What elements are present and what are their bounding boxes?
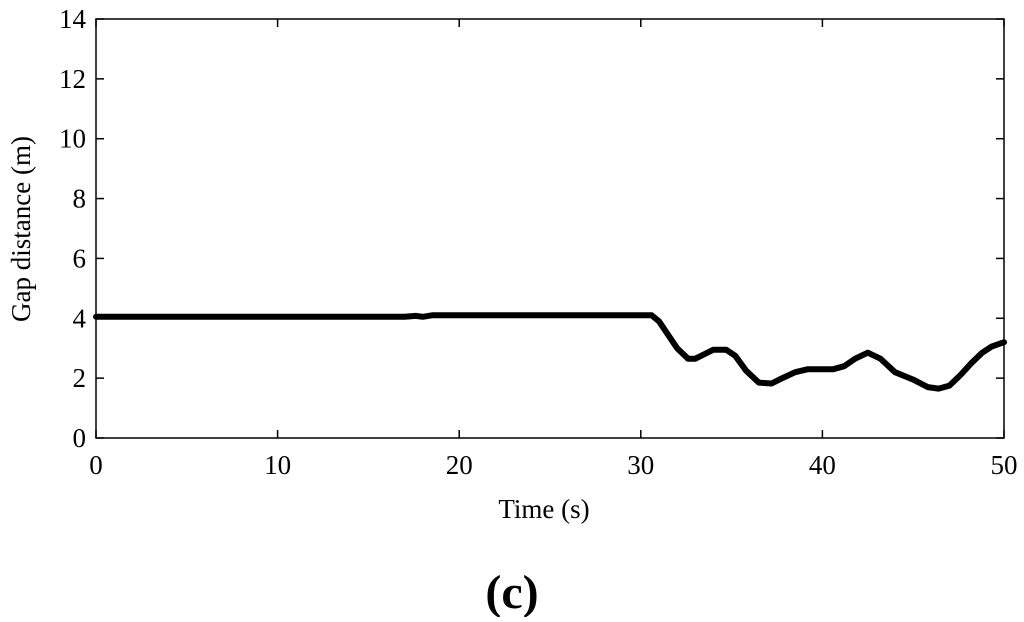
x-axis-label: Time (s) — [498, 494, 589, 524]
y-tick-label: 12 — [59, 64, 86, 94]
y-tick-label: 0 — [73, 423, 87, 453]
y-axis-label-group: Gap distance (m) — [6, 136, 36, 322]
y-axis-label: Gap distance (m) — [6, 136, 36, 322]
x-tick-label: 10 — [264, 450, 291, 480]
y-tick-label: 6 — [73, 243, 87, 273]
x-tick-label: 30 — [627, 450, 654, 480]
y-tick-label: 2 — [73, 363, 87, 393]
x-tick-label: 20 — [446, 450, 473, 480]
y-tick-label: 14 — [59, 4, 87, 34]
x-tick-label: 0 — [89, 450, 103, 480]
y-tick-label: 10 — [59, 124, 86, 154]
x-tick-label: 40 — [809, 450, 836, 480]
series-line-1 — [93, 312, 1007, 392]
panel-label: (c) — [485, 566, 538, 617]
plot-frame — [95, 18, 1005, 439]
y-tick-label: 4 — [73, 303, 87, 333]
x-tick-label: 50 — [991, 450, 1018, 480]
y-tick-label: 8 — [73, 184, 87, 214]
